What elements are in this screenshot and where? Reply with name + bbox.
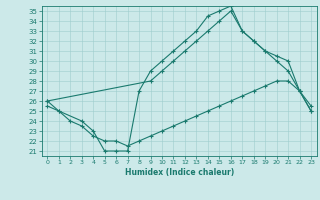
X-axis label: Humidex (Indice chaleur): Humidex (Indice chaleur) [124, 168, 234, 177]
